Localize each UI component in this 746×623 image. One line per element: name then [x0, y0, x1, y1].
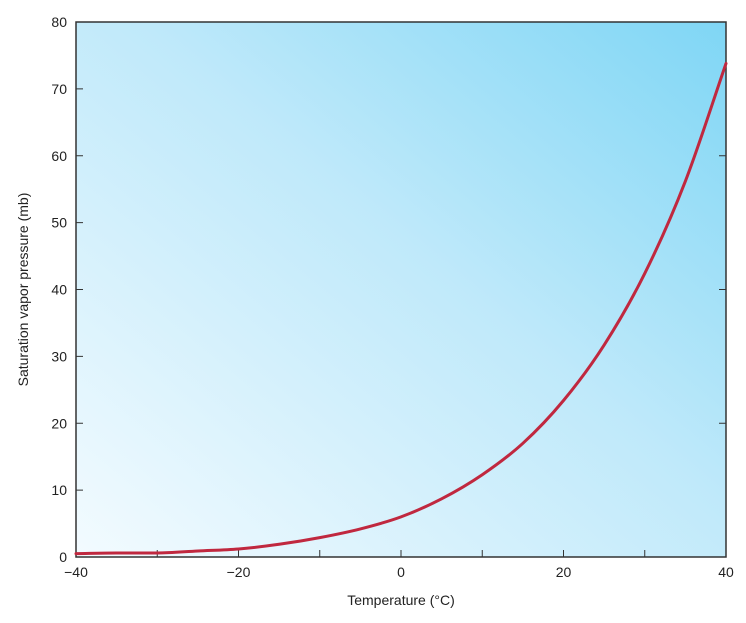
y-tick-label: 60	[51, 148, 67, 164]
plot-background	[76, 22, 726, 557]
y-tick-label: 80	[51, 14, 67, 30]
y-tick-label: 30	[51, 348, 67, 364]
y-tick-label: 70	[51, 81, 67, 97]
y-axis-title: Saturation vapor pressure (mb)	[15, 193, 31, 387]
x-tick-label: −40	[64, 564, 88, 580]
y-axis: 0 10 20 30 40 50 60 70 80	[51, 14, 726, 565]
saturation-curve	[74, 61, 728, 556]
y-tick-label: 40	[51, 282, 67, 298]
x-tick-label: 0	[397, 564, 405, 580]
x-tick-label: −20	[227, 564, 251, 580]
y-tick-label: 10	[51, 482, 67, 498]
y-tick-label: 0	[59, 549, 67, 565]
y-tick-label: 20	[51, 415, 67, 431]
x-axis-title: Temperature (°C)	[347, 592, 455, 608]
x-tick-label: 40	[718, 564, 734, 580]
y-tick-label: 50	[51, 215, 67, 231]
x-tick-label: 20	[556, 564, 572, 580]
x-axis: −40 −20 0 20 40	[64, 550, 734, 580]
